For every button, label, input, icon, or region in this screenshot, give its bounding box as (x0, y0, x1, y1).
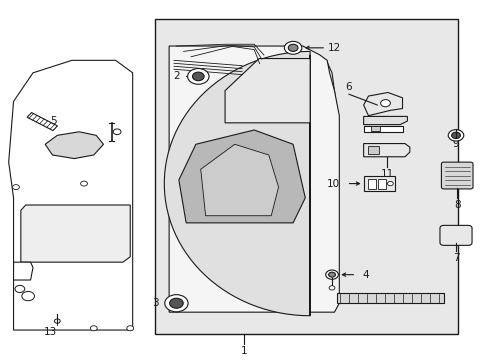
Polygon shape (363, 116, 407, 125)
Circle shape (287, 44, 297, 51)
Circle shape (380, 100, 389, 107)
Text: 6: 6 (345, 82, 352, 93)
Circle shape (284, 41, 301, 54)
Circle shape (325, 270, 338, 279)
Polygon shape (45, 132, 103, 158)
Circle shape (451, 132, 459, 139)
Text: 8: 8 (453, 200, 460, 210)
Polygon shape (363, 144, 409, 157)
Circle shape (386, 181, 392, 186)
Polygon shape (201, 144, 278, 216)
Polygon shape (14, 262, 33, 280)
Polygon shape (9, 60, 132, 330)
Text: 9: 9 (452, 139, 458, 149)
Circle shape (13, 185, 20, 190)
Bar (154, 19, 458, 334)
Circle shape (22, 292, 34, 301)
Polygon shape (169, 46, 339, 312)
Bar (377, 179, 385, 189)
Text: 7: 7 (452, 253, 458, 263)
Circle shape (113, 129, 121, 135)
FancyBboxPatch shape (441, 162, 472, 189)
Bar (368, 179, 375, 189)
FancyBboxPatch shape (27, 113, 57, 131)
Bar (363, 176, 394, 191)
Polygon shape (186, 62, 336, 137)
Polygon shape (164, 51, 309, 316)
Bar (370, 126, 379, 131)
Text: 10: 10 (326, 179, 340, 189)
Circle shape (90, 326, 97, 331)
Text: 12: 12 (327, 43, 341, 53)
Text: 4: 4 (362, 270, 368, 280)
Circle shape (192, 72, 203, 81)
Bar (368, 146, 378, 154)
Circle shape (164, 295, 188, 312)
Circle shape (328, 286, 334, 290)
Circle shape (447, 130, 463, 141)
Polygon shape (224, 59, 309, 123)
Bar (336, 293, 443, 303)
Circle shape (81, 181, 87, 186)
Text: 11: 11 (380, 169, 393, 179)
Text: 5: 5 (50, 116, 57, 126)
Circle shape (169, 298, 183, 308)
Circle shape (328, 272, 335, 277)
Text: 1: 1 (241, 346, 247, 356)
Polygon shape (363, 93, 402, 116)
Circle shape (126, 326, 133, 331)
FancyBboxPatch shape (439, 225, 471, 246)
Polygon shape (363, 126, 402, 132)
Text: 2: 2 (173, 71, 180, 81)
Text: 3: 3 (152, 298, 159, 308)
Circle shape (54, 319, 60, 323)
Circle shape (187, 68, 208, 84)
Polygon shape (179, 130, 305, 223)
Polygon shape (21, 205, 130, 262)
Circle shape (15, 285, 25, 293)
Text: 13: 13 (43, 327, 57, 337)
